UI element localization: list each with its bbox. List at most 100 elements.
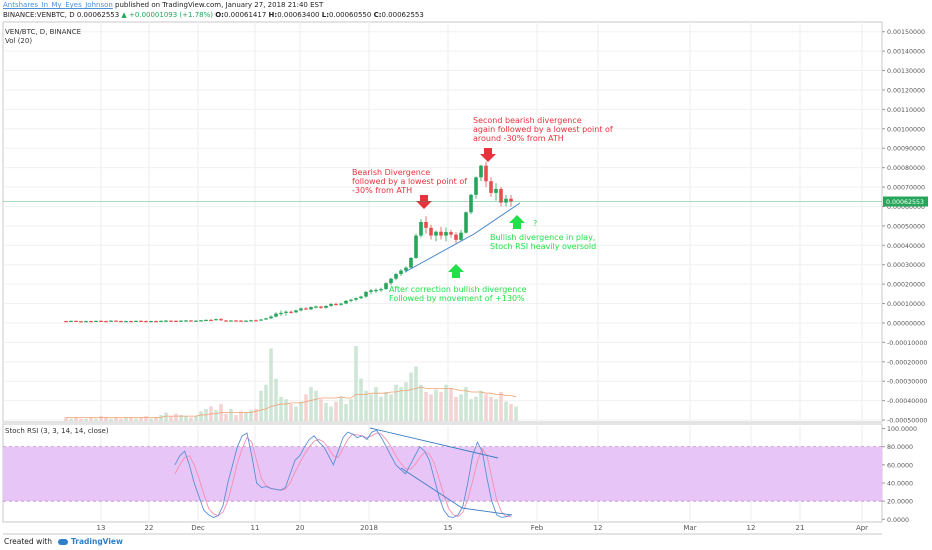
candle-body xyxy=(229,320,233,322)
candle-body xyxy=(309,307,313,310)
volume-bar xyxy=(294,406,298,421)
candle-body xyxy=(219,319,223,321)
stoch-trendline xyxy=(400,467,463,509)
candle-body xyxy=(359,296,363,299)
tradingview-brand[interactable]: TradingView xyxy=(70,537,123,546)
x-tick-label: Apr xyxy=(856,524,868,532)
volume-bar xyxy=(279,396,283,421)
volume-bar xyxy=(349,399,353,421)
volume-bar xyxy=(234,414,238,421)
candle-body xyxy=(134,320,138,323)
high-value: 0.00063400 xyxy=(277,11,320,19)
candle-body xyxy=(209,319,213,322)
tradingview-logo-icon xyxy=(57,539,68,545)
candle-body xyxy=(414,235,418,258)
candle-body xyxy=(329,303,333,306)
candle-body xyxy=(344,300,348,304)
volume-bar xyxy=(314,390,318,421)
low-value: 0.00060550 xyxy=(329,11,372,19)
volume-bar xyxy=(339,396,343,421)
stoch-tick-label: 60.0000 xyxy=(887,462,913,469)
y-tick-label: 0.00140000 xyxy=(887,49,925,56)
pair-label: VEN/BTC, D, BINANCE xyxy=(5,28,81,36)
candle-body xyxy=(259,319,263,321)
x-tick-label: Mar xyxy=(683,524,696,532)
y-tick-label: 0.00010000 xyxy=(887,301,925,308)
volume-bar xyxy=(244,412,248,421)
candle-body xyxy=(234,320,238,322)
arrow-up-icon xyxy=(509,215,525,229)
volume-bar xyxy=(174,413,178,421)
volume-ma xyxy=(66,386,517,418)
volume-bar xyxy=(284,399,288,421)
trendlines xyxy=(369,202,521,516)
candle-body xyxy=(399,270,403,275)
volume-bar xyxy=(264,384,268,421)
candle-body xyxy=(494,188,498,193)
volume-bar xyxy=(129,417,133,421)
volume-bar xyxy=(319,399,323,421)
volume-bar xyxy=(449,388,453,421)
candle-body xyxy=(144,321,148,323)
candle-body xyxy=(374,289,378,292)
question-mark-note: ? xyxy=(533,219,537,228)
y-tick-label: -0.00040000 xyxy=(887,398,927,405)
volume-bar xyxy=(309,387,313,421)
candle-body xyxy=(189,320,193,322)
y-tick-label: 0.00060000 xyxy=(887,204,925,211)
volume-bar xyxy=(389,394,393,421)
volume-bar xyxy=(384,391,388,421)
volume-bar xyxy=(269,348,273,421)
candle-body xyxy=(179,320,183,322)
candle-body xyxy=(294,310,298,313)
candle-body xyxy=(84,321,88,323)
volume-bar xyxy=(334,401,338,421)
price-change: ▲ +0.00001093 (+1.78%) xyxy=(121,11,213,19)
y-tick-label: -0.00030000 xyxy=(887,379,927,386)
candle-body xyxy=(174,320,178,323)
volume-bar xyxy=(379,396,383,421)
candle-body xyxy=(154,321,158,323)
volume-bar xyxy=(289,404,293,421)
candle-body xyxy=(94,320,98,323)
volume-bar xyxy=(94,418,98,421)
author-link[interactable]: Antshares_In_My_Eyes_Johnson xyxy=(3,1,113,9)
volume-bar xyxy=(479,390,483,421)
y-tick-label: -0.00020000 xyxy=(887,359,927,366)
candle-body xyxy=(464,212,468,233)
volume-bar xyxy=(514,406,518,421)
candle-body xyxy=(194,320,198,322)
volume-bar xyxy=(354,346,358,421)
stoch-tick-label: 100.0000 xyxy=(887,426,917,433)
close-value: 0.00062553 xyxy=(381,11,424,19)
candle-body xyxy=(284,311,288,313)
volume-bar xyxy=(329,406,333,421)
x-tick-label: 12 xyxy=(594,524,603,532)
candle-body xyxy=(269,316,273,319)
volume-bar xyxy=(149,418,153,421)
volume-bar xyxy=(189,417,193,421)
candle-body xyxy=(69,320,73,323)
candle-body xyxy=(394,274,398,279)
volume-bar xyxy=(454,396,458,421)
volume-bar xyxy=(364,390,368,421)
publish-info: published on TradingView.com, January 27… xyxy=(115,1,324,9)
stoch-label: Stoch RSI (3, 3, 14, 14, close) xyxy=(5,427,109,435)
x-tick-label: 20 xyxy=(296,524,305,532)
candle-body xyxy=(504,198,508,203)
y-tick-label: -0.00050000 xyxy=(887,418,927,425)
bearish-divergence-note: followed by a lowest point of xyxy=(352,177,467,186)
volume-ma-line xyxy=(66,386,517,418)
bearish-divergence-note: Bearish Divergence xyxy=(352,168,430,177)
x-tick-label: Dec xyxy=(191,524,205,532)
candle-body xyxy=(199,320,203,322)
volume-label: Vol (20) xyxy=(5,37,32,45)
x-tick-label: Feb xyxy=(531,524,544,532)
candle-body xyxy=(489,181,493,193)
publish-header: Antshares_In_My_Eyes_Johnson published o… xyxy=(3,1,323,10)
candle-body xyxy=(129,321,133,323)
x-tick-label: 21 xyxy=(796,524,805,532)
y-tick-label: 0.00120000 xyxy=(887,87,925,94)
